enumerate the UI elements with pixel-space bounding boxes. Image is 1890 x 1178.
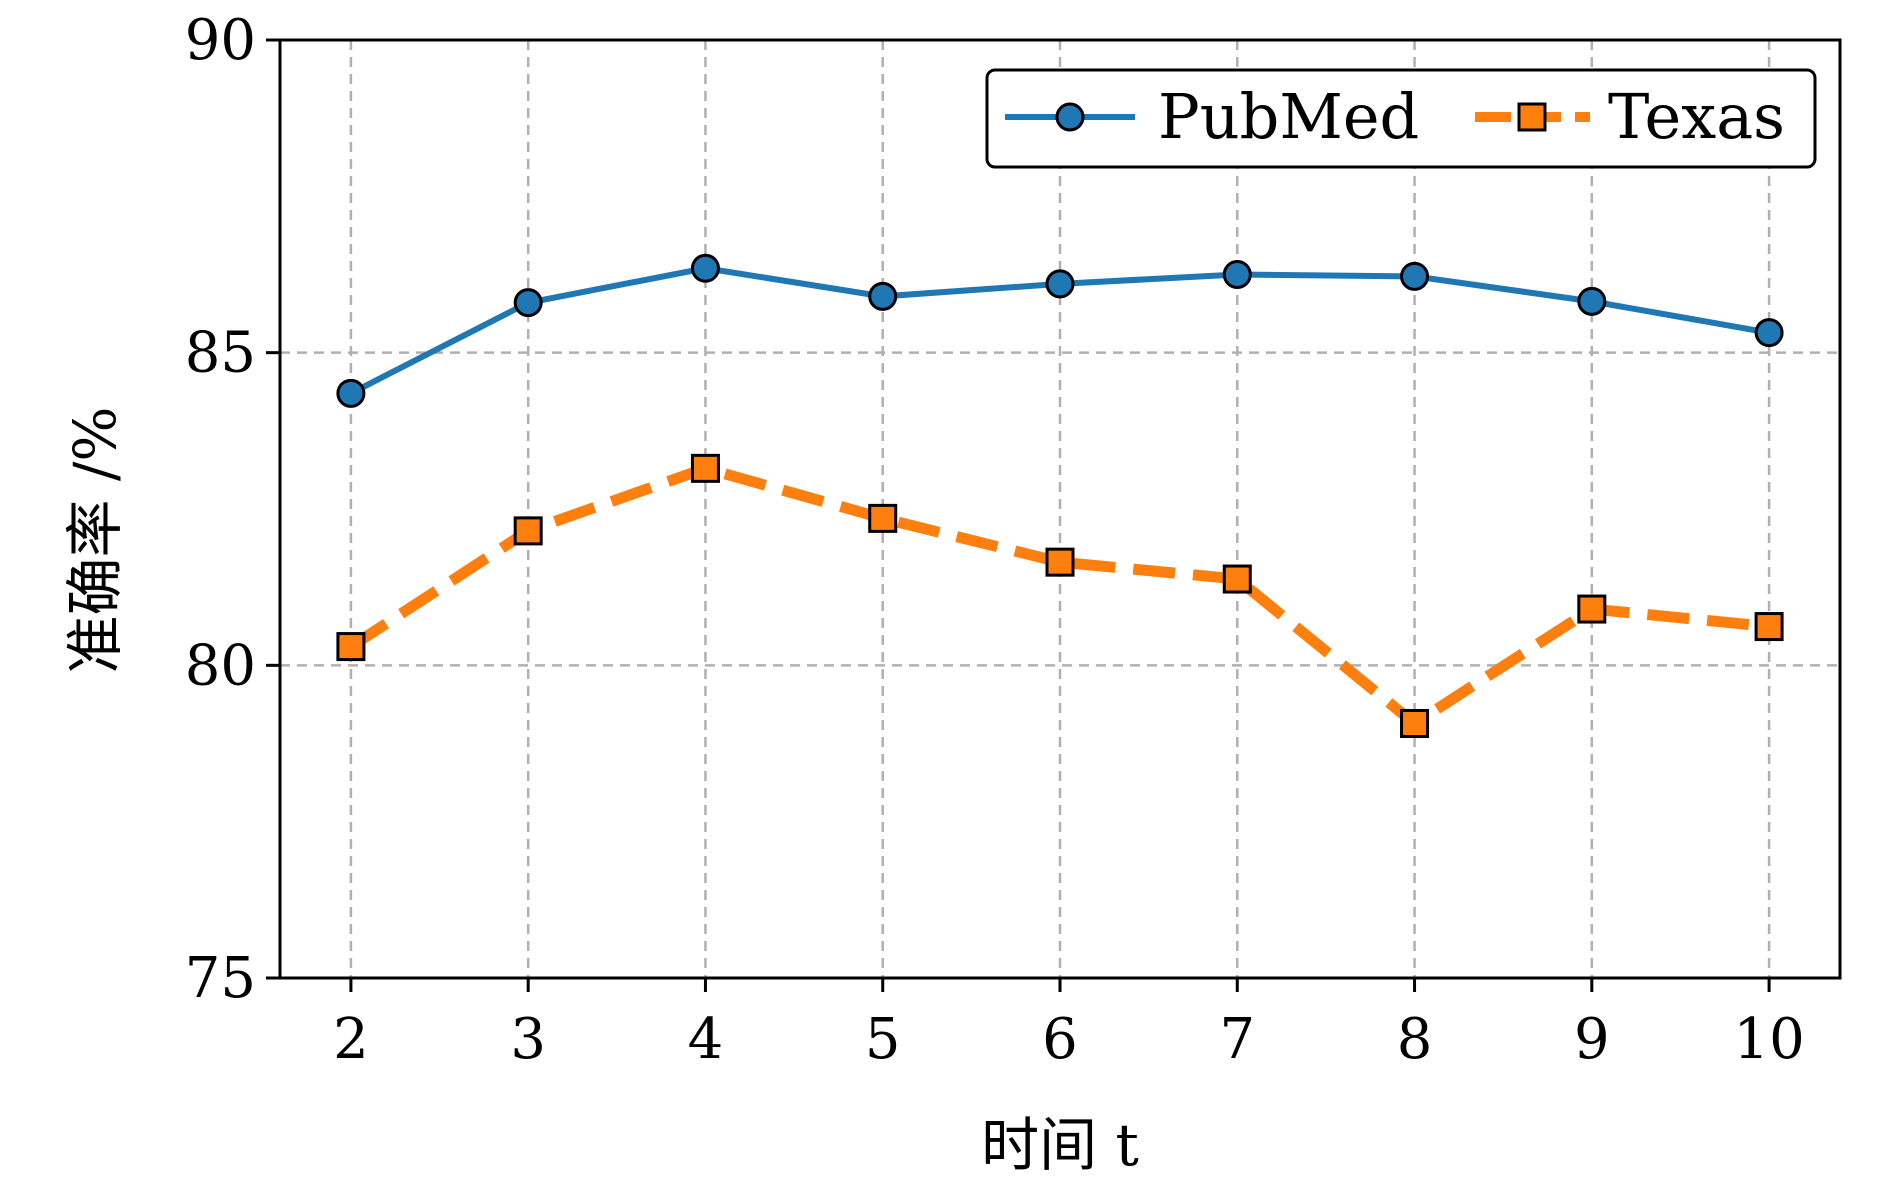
x-tick-label: 4 [688,1007,724,1072]
legend-marker-pubmed [1055,102,1085,132]
data-point-texas [1045,547,1075,577]
legend-label-texas: Texas [1608,80,1785,153]
data-point-pubmed [1577,286,1607,316]
legend: PubMed Texas [985,68,1817,169]
data-point-texas [1754,612,1784,642]
axis-ticks: 2 3 4 5 6 7 8 9 10 75 80 85 90 [185,8,1805,1072]
x-axis-label: 时间 t [981,1111,1139,1178]
data-point-pubmed [1400,261,1430,291]
data-point-texas [336,632,366,662]
y-tick-label: 75 [185,946,256,1011]
grid [280,40,1840,978]
x-tick-label: 6 [1042,1007,1078,1072]
data-point-pubmed [1045,269,1075,299]
y-tick-label: 90 [185,8,256,73]
x-tick-label: 8 [1397,1007,1433,1072]
x-tick-label: 3 [510,1007,546,1072]
legend-marker-texas [1517,102,1547,132]
x-tick-label: 7 [1219,1007,1255,1072]
data-point-pubmed [336,378,366,408]
data-point-pubmed [868,281,898,311]
data-point-texas [1222,564,1252,594]
data-point-pubmed [690,253,720,283]
data-point-texas [868,503,898,533]
legend-label-pubmed: PubMed [1158,80,1419,153]
data-point-pubmed [513,288,543,318]
y-tick-label: 80 [185,633,256,698]
data-point-texas [690,453,720,483]
y-tick-label: 85 [185,321,256,386]
x-tick-label: 2 [333,1007,369,1072]
y-axis-label: 准确率 /% [61,406,129,673]
x-tick-label: 10 [1733,1007,1804,1072]
series [336,253,1784,738]
series-line-texas [347,462,1770,729]
data-point-pubmed [1222,260,1252,289]
data-point-texas [1577,594,1607,624]
x-tick-label: 9 [1574,1007,1610,1072]
x-tick-label: 5 [865,1007,901,1072]
legend-box [985,68,1817,169]
data-point-texas [513,516,543,546]
data-point-pubmed [1754,318,1784,348]
data-point-texas [1400,708,1430,738]
